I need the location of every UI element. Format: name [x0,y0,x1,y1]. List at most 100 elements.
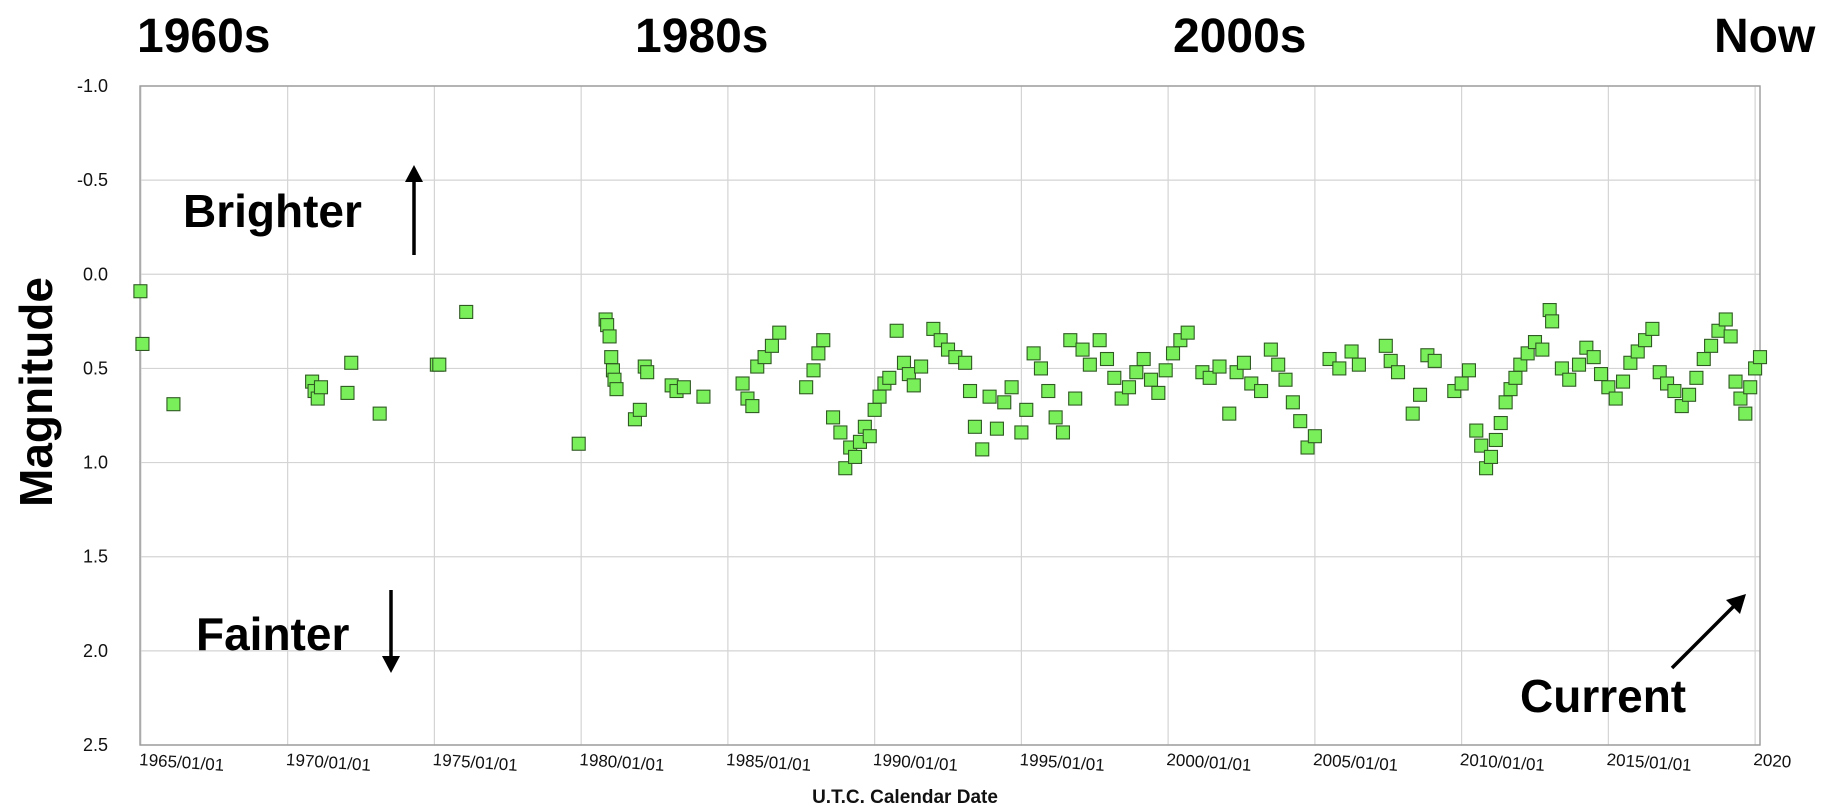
data-point [1236,355,1251,370]
x-tick-labels: 1965/01/01 1970/01/01 1975/01/01 1980/01/01… [139,750,1792,775]
data-point [133,284,148,299]
data-point [1378,338,1393,353]
data-point [1488,432,1503,448]
era-label-now: Now [1714,10,1816,63]
data-point [1014,425,1029,440]
y-tick-label: 0.0 [83,264,108,284]
data-point [882,370,897,385]
data-point [1752,350,1768,365]
data-point [640,365,655,380]
data-point [1180,325,1195,340]
y-tick-label: 1.0 [83,453,108,473]
data-point [1212,359,1227,374]
data-point [1520,346,1535,361]
data-point [1136,351,1151,367]
x-tick-label: 1965/01/01 [139,750,225,775]
x-tick-label: 1980/01/01 [579,750,665,775]
data-point [745,399,760,414]
x-tick-label: 1970/01/01 [285,750,371,775]
x-tick-label: 1985/01/01 [726,750,812,775]
plot-frame [139,85,1761,746]
data-point [1593,367,1609,382]
data-point [1689,370,1704,385]
data-point [632,402,647,417]
data-point [1405,406,1420,421]
data-point [1696,351,1711,367]
data-point [1383,353,1398,368]
data-point [1652,365,1667,380]
arrow-up-icon [405,165,423,255]
y-tick-label: 1.5 [83,547,108,567]
data-point [1412,387,1428,402]
data-point [1630,344,1645,359]
data-point [432,357,447,372]
data-point [1202,370,1217,385]
data-point [602,329,617,344]
data-point [1586,350,1601,365]
data-point [1019,402,1034,417]
data-point [914,359,929,374]
data-point [1092,333,1107,348]
data-point [1063,333,1078,348]
data-point [1723,329,1738,344]
y-tick-label: 2.5 [83,735,108,755]
data-point [1493,415,1508,431]
data-point [816,333,831,348]
data-point [1075,342,1090,357]
data-point [862,429,877,444]
data-point [1601,380,1616,395]
data-point [1004,380,1019,395]
data-point [735,376,750,391]
x-tick-label: 2015/01/01 [1606,750,1692,775]
x-tick-label: 1995/01/01 [1019,750,1105,775]
x-tick-label: 2000/01/01 [1166,750,1252,775]
data-point [975,442,990,457]
data-point [1033,361,1049,376]
era-label-2000s: 2000s [1173,10,1306,63]
data-point [1454,376,1469,391]
data-point [1151,385,1166,400]
x-tick-label: 1975/01/01 [432,750,518,775]
data-point [604,350,619,365]
data-point [1461,363,1477,378]
data-point [1667,383,1682,399]
data-point [1728,374,1743,389]
data-point [1121,380,1137,395]
data-point [867,402,882,417]
data-point [166,397,181,412]
data-point [1513,357,1528,372]
data-point [1278,372,1293,387]
x-tick-label: 2005/01/01 [1313,750,1399,775]
data-point [1293,414,1308,429]
data-point [799,380,814,395]
data-point [135,336,150,352]
annotation-brighter: Brighter [183,185,362,237]
arrow-current-icon [1670,594,1746,670]
data-point [1026,346,1041,361]
data-point [1254,383,1269,399]
data-point [906,378,921,393]
data-point [1048,410,1063,425]
data-point [1469,423,1484,438]
data-point [1427,353,1442,368]
data-point [1562,372,1577,387]
data-point [1390,365,1406,380]
y-tick-label: -0.5 [77,170,108,190]
y-tick-label: 2.0 [83,641,108,661]
data-point [1099,351,1115,367]
data-point [1615,374,1631,389]
data-point [1623,355,1638,370]
data-point [1474,438,1489,453]
data-point [811,346,826,361]
data-point [344,355,359,370]
data-point [676,380,691,395]
data-point [1041,383,1056,399]
data-point [1332,361,1347,376]
data-point [982,389,997,404]
data-point [1571,357,1587,372]
data-point [1743,380,1758,395]
era-label-1960s: 1960s [137,10,270,63]
data-point [1158,363,1173,378]
x-tick-label: 1990/01/01 [872,750,958,775]
